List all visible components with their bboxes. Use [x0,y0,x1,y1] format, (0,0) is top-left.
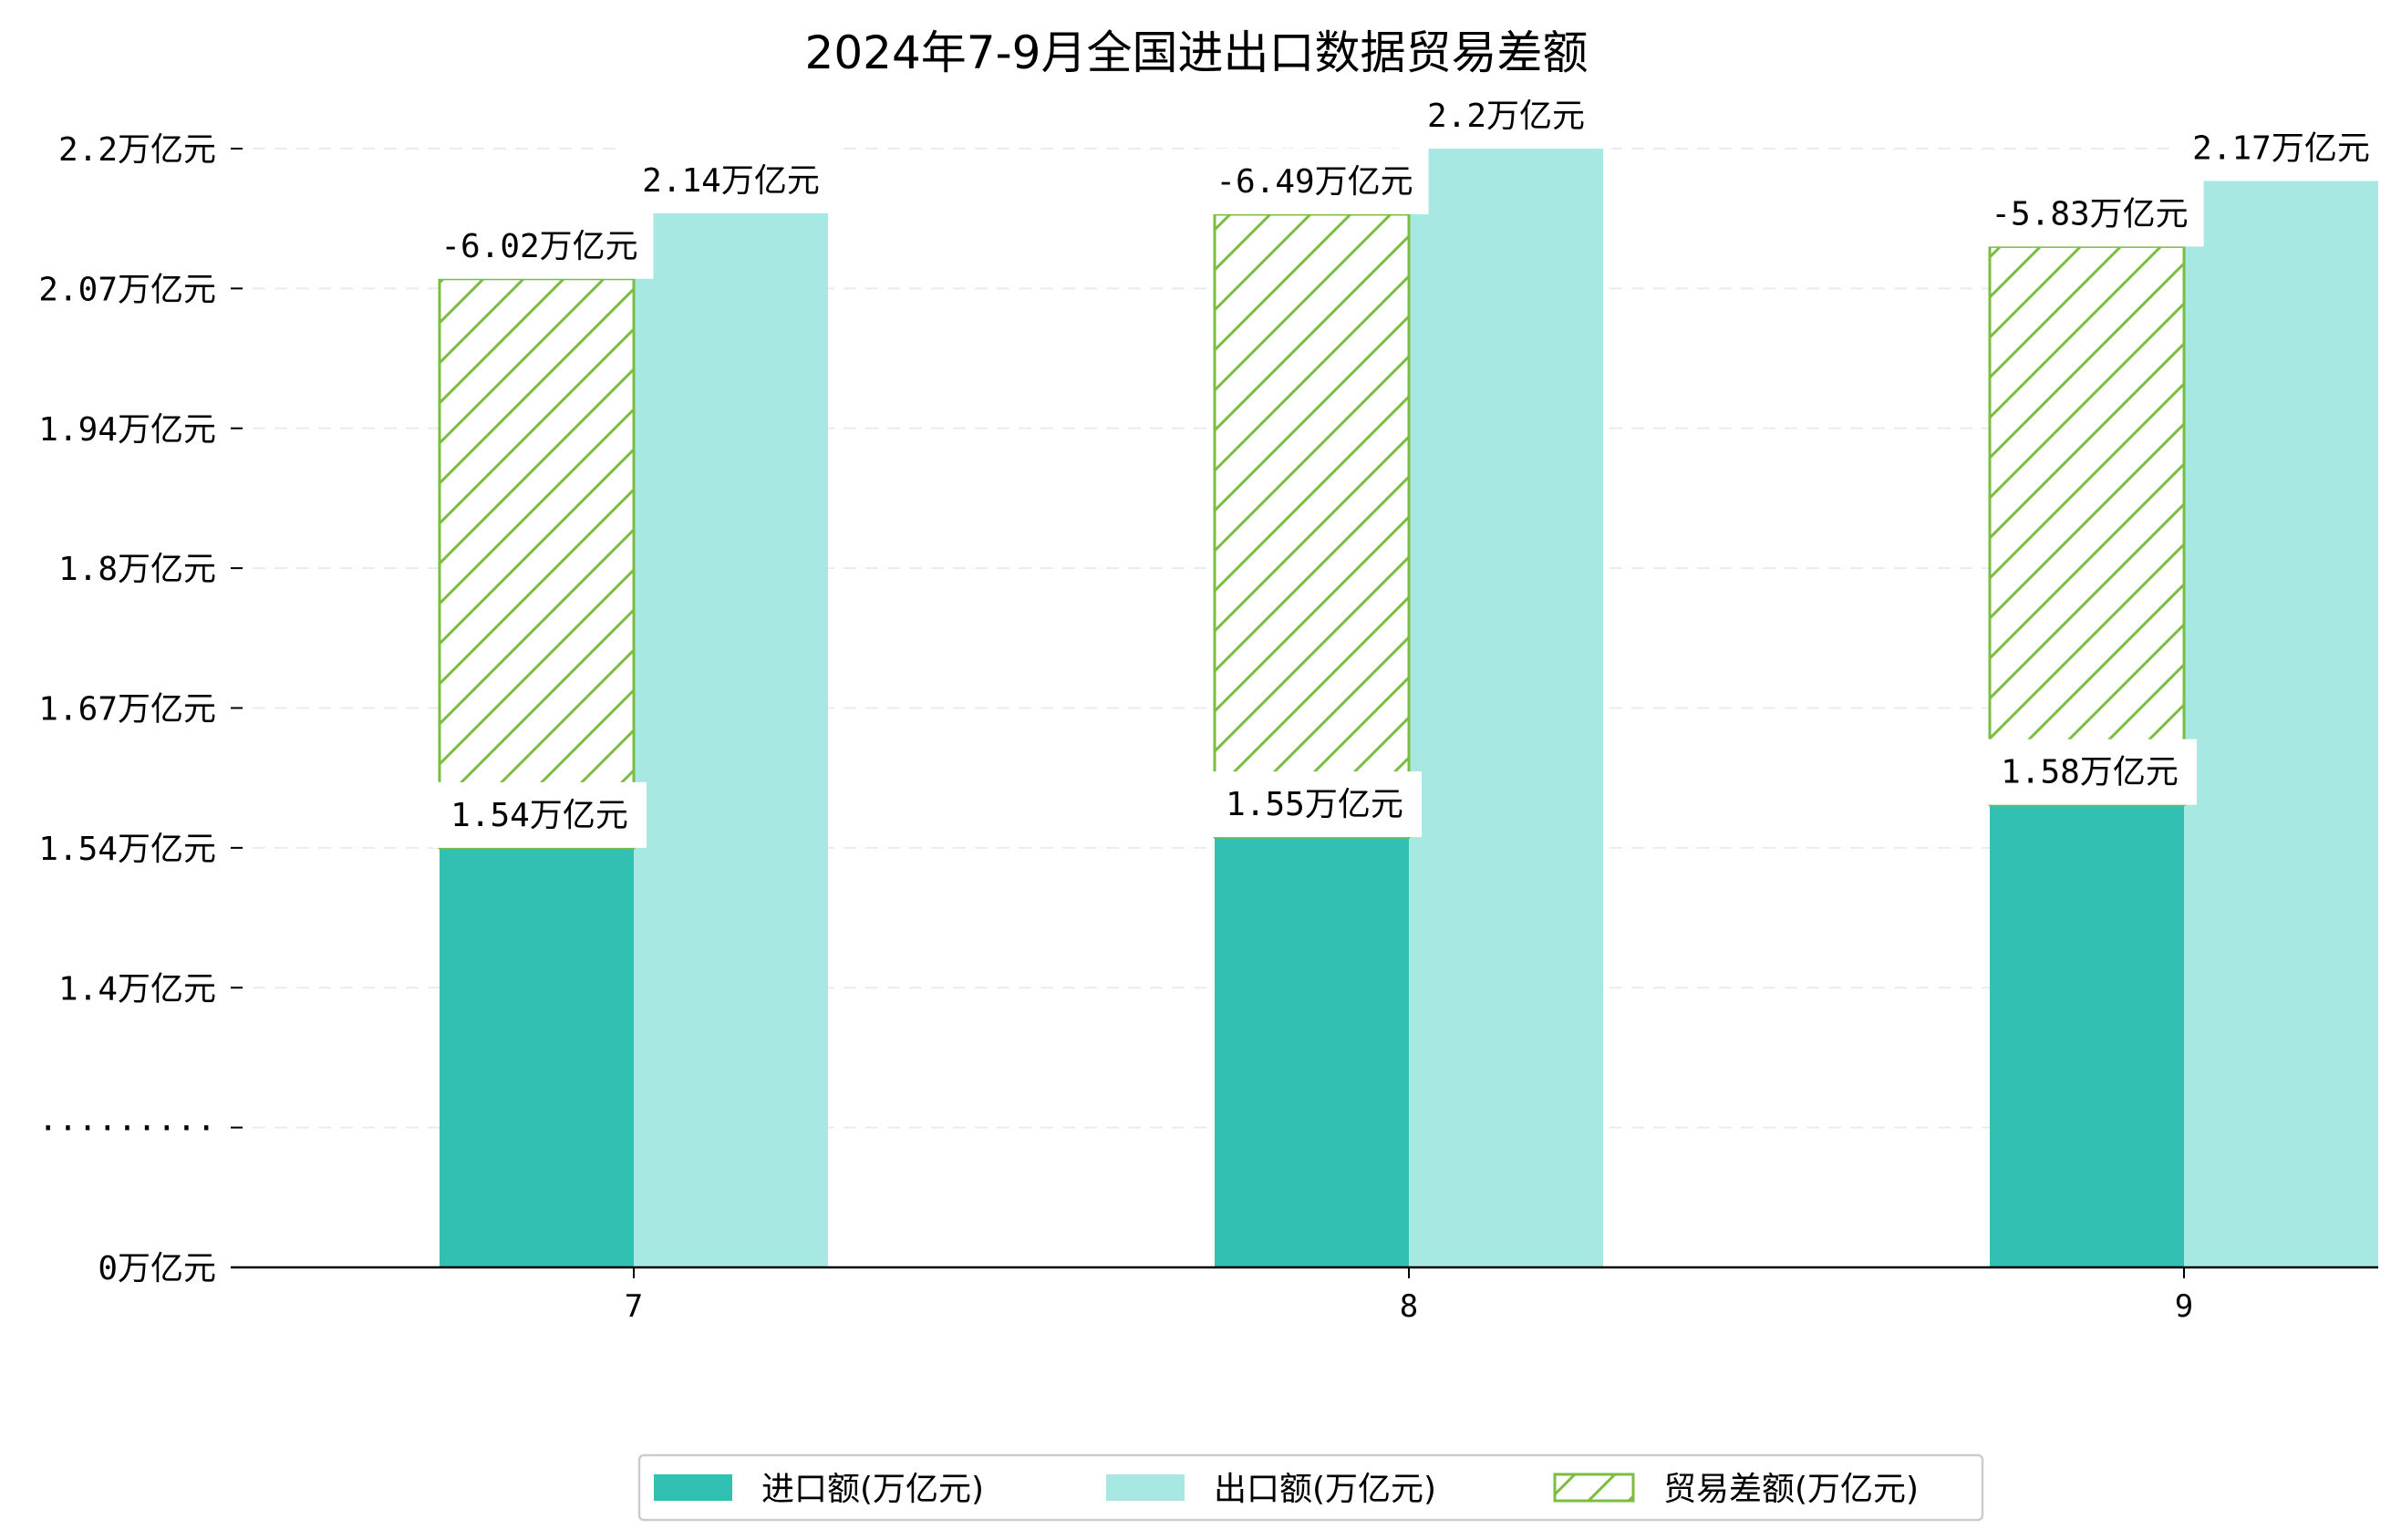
data-label-background [432,781,647,848]
data-label: -6.02万亿元 [425,212,654,279]
bar-trade-balance [438,277,636,850]
bar-export [2184,181,2378,1267]
bars [438,149,2378,1268]
x-axis-ticks: 7 8 9 [625,1267,2193,1325]
legend-swatch-import [654,1474,732,1501]
legend: 进口额(万亿元) 出口额(万亿元) 贸易差额(万亿元) [637,1453,1984,1522]
legend-label-export: 出口额(万亿元) [1214,1471,1436,1508]
x-tick-label: 8 [1400,1288,1418,1325]
data-label-text: 1.58万亿元 [2001,754,2179,791]
bar-export [634,212,828,1268]
y-tick-label: 1.4万亿元 [58,970,216,1008]
bar-import [1990,804,2184,1267]
chart-title: 2024年7-9月全国进出口数据贸易差额 [805,26,1589,79]
data-label-text: -6.02万亿元 [440,228,637,265]
data-label-background [1982,739,2197,805]
data-label-text: 2.17万亿元 [2192,129,2370,167]
y-tick-label: 1.67万亿元 [38,691,216,729]
data-label-background [1207,771,1422,838]
y-tick-label: ········· [38,1111,216,1148]
x-tick-label: 7 [625,1288,643,1325]
data-label-background [1975,181,2204,247]
data-label-background [425,212,654,279]
data-label: 2.2万亿元 [1399,83,1613,149]
data-label-background [2174,115,2388,181]
data-label-background [1200,149,1429,214]
data-label: -6.49万亿元 [1200,149,1429,214]
data-label-background [624,147,838,213]
legend-frame [637,1453,1984,1522]
data-label: 1.55万亿元 [1207,771,1422,838]
legend-label-balance: 贸易差额(万亿元) [1663,1471,1919,1508]
y-tick-label: 2.2万亿元 [58,131,216,169]
data-label: 2.17万亿元 [2174,115,2388,181]
data-label-text: 1.54万亿元 [450,797,628,834]
data-label: 1.58万亿元 [1982,739,2197,805]
y-tick-label: 2.07万亿元 [38,271,216,308]
data-label-text: 2.14万亿元 [642,162,820,200]
legend-swatch-export [1106,1474,1185,1501]
bar-export [1409,149,1603,1267]
data-label-text: -6.49万亿元 [1216,163,1413,201]
x-tick-label: 9 [2175,1288,2193,1325]
data-label-text: 2.2万亿元 [1427,98,1585,135]
data-label: -5.83万亿元 [1975,181,2204,247]
data-label-text: -5.83万亿元 [1991,195,2188,233]
bar-trade-balance [1213,212,1411,839]
legend-label-import: 进口额(万亿元) [761,1471,984,1508]
bar-import [440,847,634,1267]
bar-import [1215,837,1409,1267]
y-tick-label: 1.54万亿元 [38,831,216,868]
data-label-text: 1.55万亿元 [1226,786,1403,823]
data-label: 1.54万亿元 [432,781,647,848]
legend-swatch-balance [1553,1473,1635,1503]
bar-trade-balance [1988,244,2186,807]
y-axis-ticks: 0万亿元 ········· 1.4万亿元 1.54万亿元 1.67万亿元 1.8万亿元 1… [38,131,243,1287]
data-labels: 2.14万亿元-6.02万亿元 1.54万亿元 2.2万亿元 -6.49万亿元 1.55… [425,83,2388,848]
data-label-background [1399,83,1613,149]
y-tick-label: 1.94万亿元 [38,411,216,449]
y-tick-label: 0万亿元 [98,1250,216,1287]
y-tick-label: 1.8万亿元 [58,551,216,588]
data-label: 2.14万亿元 [624,147,838,213]
